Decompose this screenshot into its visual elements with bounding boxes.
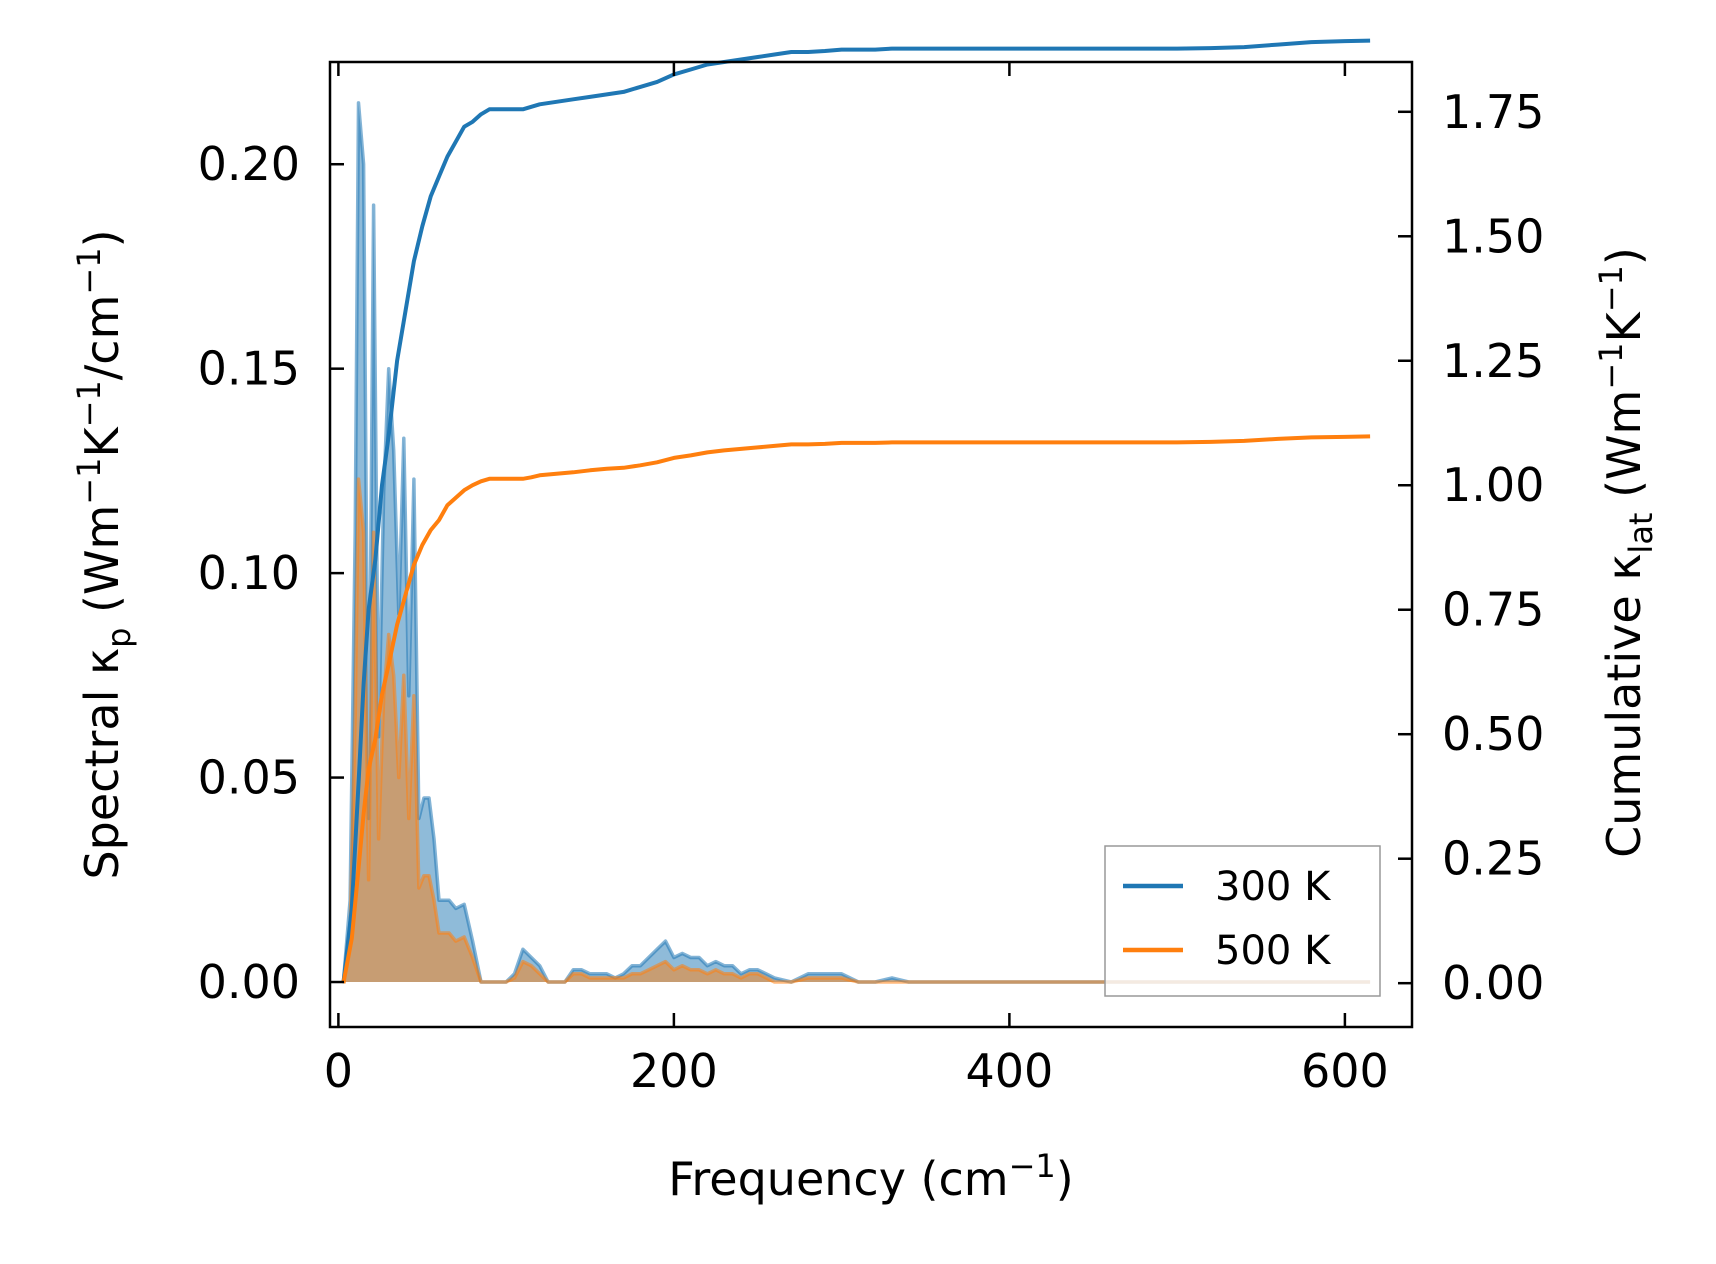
line-layer [341, 38, 1371, 984]
cumulative-line-500k [341, 434, 1371, 984]
y-left-tick-label: 0.20 [198, 137, 300, 191]
y-right-tick-label: 0.50 [1442, 707, 1544, 761]
labels-layer: 0 200 400 600 0.00 0.05 0.10 0.15 0.20 0.00 0.25 0.… [70, 85, 1660, 1206]
x-tick-label: 200 [630, 1044, 718, 1098]
x-tick-label: 0 [324, 1044, 353, 1098]
y-left-tick-label: 0.10 [198, 546, 300, 600]
legend-box [1104, 845, 1381, 997]
x-tick-label: 600 [1301, 1044, 1389, 1098]
y-right-axis-label: Cumulative κlat (Wm−1K−1) [1592, 247, 1660, 858]
legend: 300 K 500 K [1104, 845, 1381, 997]
spectral-line-500k [341, 477, 1371, 984]
y-right-tick-label: 1.50 [1442, 209, 1544, 263]
plot-frame [328, 60, 1414, 1029]
y-right-tick-label: 0.00 [1442, 956, 1544, 1010]
y-left-tick-label: 0.15 [198, 342, 300, 396]
cumulative-line-300k [341, 38, 1371, 984]
x-tick-label: 400 [965, 1044, 1053, 1098]
legend-label-300k: 300 K [1215, 864, 1332, 910]
y-right-tick-label: 0.75 [1442, 583, 1544, 637]
legend-label-500k: 500 K [1215, 928, 1332, 974]
spectral-fill-layer [341, 101, 1371, 984]
y-right-tick-label: 0.25 [1442, 832, 1544, 886]
y-right-tick-label: 1.25 [1442, 334, 1544, 388]
y-left-tick-label: 0.00 [198, 955, 300, 1009]
y-left-axis-label: Spectral κp (Wm−1K−1/cm−1) [70, 229, 138, 879]
y-left-tick-label: 0.05 [198, 751, 300, 805]
y-right-tick-label: 1.00 [1442, 458, 1544, 512]
x-axis-label: Frequency (cm−1) [668, 1147, 1073, 1206]
y-right-tick-label: 1.75 [1442, 85, 1544, 139]
axes-layer [328, 60, 1414, 1029]
